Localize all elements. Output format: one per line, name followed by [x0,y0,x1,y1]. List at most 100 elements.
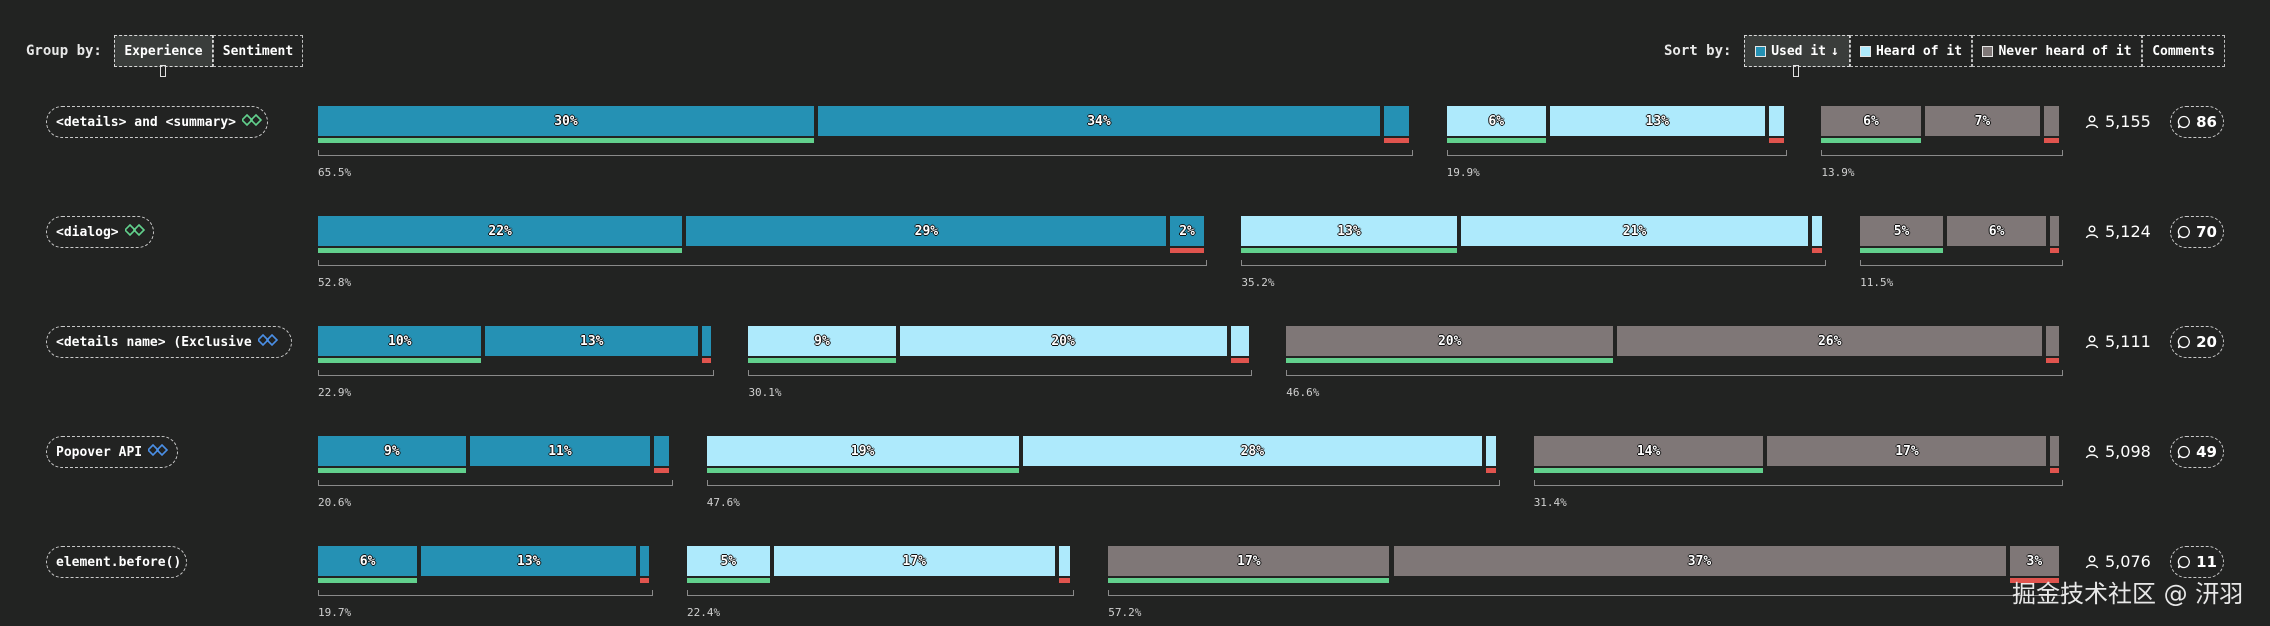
heard-bar-segment: 13% [1549,106,1765,136]
positive-sentiment-bar [818,138,1380,143]
never-total: 31.4% [1533,496,1567,509]
feature-pill[interactable]: Popover API [46,436,178,468]
respondent-count-value: 5,098 [2105,442,2151,461]
heard-bar-segment [1230,326,1249,356]
heard-bar-segment: 28% [1022,436,1483,466]
respondent-count-value: 5,124 [2105,222,2151,241]
used-total: 20.6% [318,496,352,509]
used-bar-segment: 34% [817,106,1380,136]
feature-pill[interactable]: element.before() [46,546,187,578]
positive-sentiment-bar [1860,248,1943,253]
heard-bar-segment [1486,436,1496,466]
respondent-count-value: 5,076 [2105,552,2151,571]
comment-icon [2177,115,2190,129]
negative-sentiment-bar [2009,578,2060,583]
never-bracket [1533,480,2063,486]
respondent-count: 5,155 [2085,112,2151,131]
comment-count: 86 [2196,113,2217,131]
used-bar-segment: 11% [469,436,651,466]
sort-comments-button[interactable]: Comments [2142,35,2225,67]
sort-never-heard-button[interactable]: Never heard of it [1972,35,2142,67]
never-total: 13.9% [1821,166,1855,179]
negative-sentiment-bar [1486,468,1496,473]
negative-sentiment-bar [1170,248,1204,253]
used-bar-segment [1384,106,1409,136]
comment-icon [2177,335,2190,349]
used-bar-segment: 2% [1170,216,1204,246]
never-heard-swatch-icon [1982,45,1994,57]
negative-sentiment-bar [640,578,650,583]
respondent-count: 5,111 [2085,332,2151,351]
comments-button[interactable]: 11 [2170,546,2224,578]
never-bracket [1821,150,2063,156]
sort-heard-of-it-button[interactable]: Heard of it [1850,35,1972,67]
positive-sentiment-bar [1461,248,1809,253]
text-cursor-icon [1793,65,1799,77]
used-bar-segment: 9% [318,436,466,466]
heard-bar-segment [1058,546,1071,576]
positive-sentiment-bar [1767,468,2046,473]
positive-sentiment-bar [318,248,683,253]
negative-sentiment-bar [1384,138,1409,143]
baseline-newly-available-icon [146,443,170,460]
never-bar-segment: 3% [2009,546,2060,576]
group-by-experience-button[interactable]: Experience [114,35,213,67]
used-bar-segment: 13% [485,326,698,356]
heard-bar-segment: 6% [1446,106,1546,136]
negative-sentiment-bar [1230,358,1249,363]
positive-sentiment-bar [1947,248,2046,253]
heard-bar-segment: 17% [773,546,1055,576]
feature-pill[interactable]: <dialog> [46,216,154,248]
heard-total: 35.2% [1241,276,1275,289]
respondent-count: 5,124 [2085,222,2151,241]
positive-sentiment-bar [1533,468,1764,473]
used-bar-segment [654,436,669,466]
comment-count: 70 [2196,223,2217,241]
used-bar-segment: 29% [686,216,1167,246]
group-by-label: Group by: [26,43,102,59]
comments-button[interactable]: 20 [2170,326,2224,358]
positive-sentiment-bar [1241,248,1457,253]
used-bar-segment: 10% [318,326,482,356]
positive-sentiment-bar [774,578,1055,583]
used-bar-segment: 30% [318,106,814,136]
heard-bracket [748,370,1253,376]
never-bar-segment [2050,216,2060,246]
heard-total: 47.6% [706,496,740,509]
used-it-swatch-icon [1755,45,1767,57]
negative-sentiment-bar [2050,468,2060,473]
group-by-sentiment-button[interactable]: Sentiment [213,35,303,67]
positive-sentiment-bar [686,578,770,583]
feature-pill[interactable]: <details name> (Exclusive [46,326,292,358]
used-bracket [318,480,673,486]
never-bar-segment: 37% [1393,546,2006,576]
feature-name: element.before() [56,554,182,570]
positive-sentiment-bar [686,248,1166,253]
negative-sentiment-bar [702,358,711,363]
person-icon [2085,555,2099,568]
comment-icon [2177,555,2190,569]
used-bar-segment [640,546,650,576]
positive-sentiment-bar [318,138,814,143]
sort-used-it-button[interactable]: Used it ↓ [1744,35,1850,67]
feature-name: Popover API [56,444,143,460]
baseline-widely-available-icon [240,113,264,130]
comments-button[interactable]: 70 [2170,216,2224,248]
comments-button[interactable]: 49 [2170,436,2224,468]
feature-name: <details> and <summary> [56,114,237,130]
person-icon [2085,335,2099,348]
positive-sentiment-bar [1394,578,2006,583]
never-bar-segment [2050,436,2060,466]
never-bar-segment: 20% [1286,326,1614,356]
used-total: 22.9% [318,386,352,399]
never-bar-segment: 5% [1860,216,1943,246]
comment-count: 20 [2196,333,2217,351]
respondent-count: 5,076 [2085,552,2151,571]
negative-sentiment-bar [1768,138,1784,143]
comments-button[interactable]: 86 [2170,106,2224,138]
heard-bar-segment: 21% [1460,216,1809,246]
feature-name: <dialog> [56,224,119,240]
feature-pill[interactable]: <details> and <summary> [46,106,268,138]
heard-bracket [706,480,1500,486]
positive-sentiment-bar [318,358,482,363]
